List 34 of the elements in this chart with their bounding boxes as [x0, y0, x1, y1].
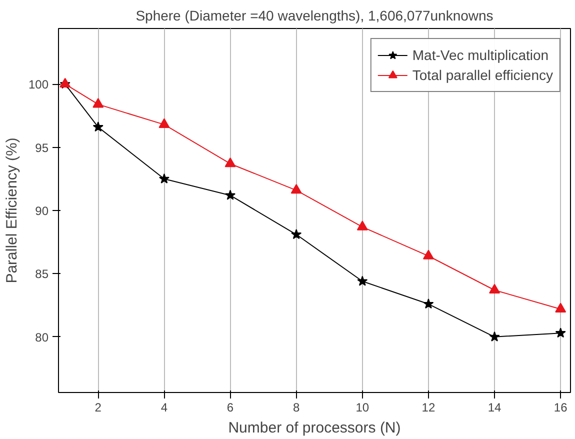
x-tick-label: 12 [422, 400, 436, 414]
x-tick-label: 8 [292, 400, 300, 414]
point [422, 250, 434, 260]
chart-title: Sphere (Diameter =40 wavelengths), 1,606,077unknowns [136, 8, 494, 24]
point [92, 98, 104, 108]
point [489, 331, 500, 342]
point [158, 173, 170, 184]
y-tick-label: 95 [35, 140, 49, 155]
y-tick-label: 80 [35, 330, 49, 344]
point [555, 328, 566, 338]
x-axis-title: Number of processors (N) [228, 420, 401, 436]
y-tick-label: 100 [28, 78, 49, 92]
point [555, 302, 566, 312]
point [290, 184, 302, 194]
point [357, 276, 368, 286]
point [158, 118, 170, 128]
point [224, 157, 236, 168]
x-tick-label: 10 [356, 400, 370, 414]
x-tick-label: 4 [160, 400, 168, 414]
legend-label: Mat-Vec multiplication [412, 47, 549, 63]
point [225, 190, 236, 200]
y-tick-label: 90 [35, 204, 49, 218]
point [291, 229, 302, 240]
y-axis-title: Parallel Efficiency (%) [3, 138, 20, 284]
legend-label: Total parallel efficiency [412, 67, 553, 83]
y-tick-label: 85 [35, 267, 49, 282]
x-tick-label: 14 [488, 400, 502, 414]
point [92, 122, 104, 132]
x-tick-label: 6 [226, 400, 234, 414]
point [489, 284, 500, 294]
x-tick-label: 2 [94, 400, 102, 414]
point [423, 298, 434, 309]
x-tick-label: 16 [554, 400, 568, 414]
point [356, 220, 368, 230]
